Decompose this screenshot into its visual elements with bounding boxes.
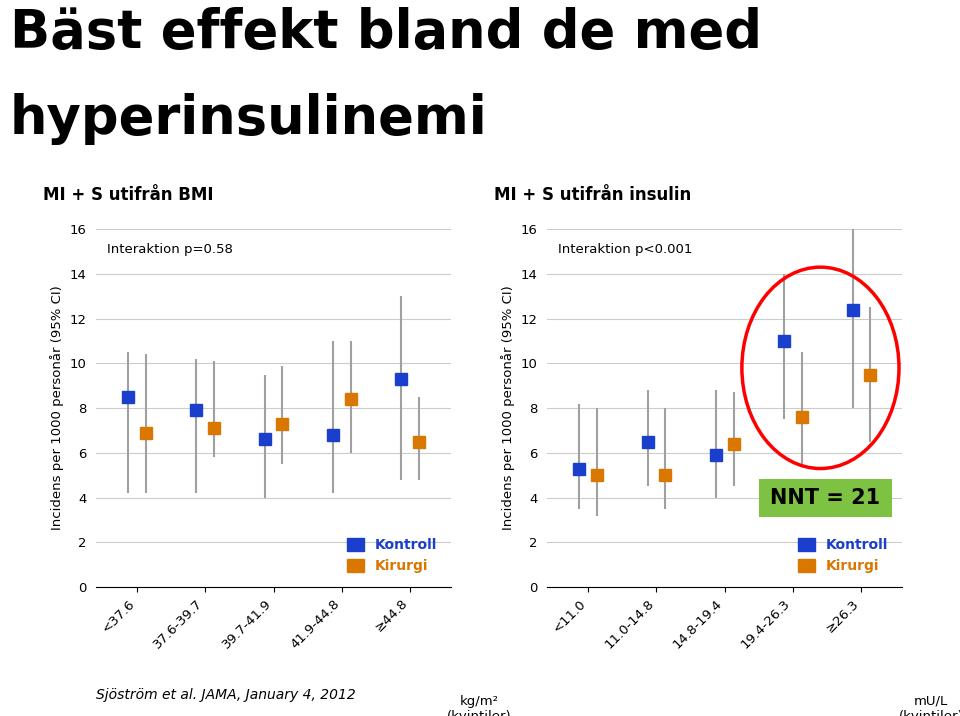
Text: mU/L
(kvintiler): mU/L (kvintiler) (899, 695, 960, 716)
Y-axis label: Incidens per 1000 personår (95% CI): Incidens per 1000 personår (95% CI) (50, 286, 63, 531)
Text: Sjöström et al. JAMA, January 4, 2012: Sjöström et al. JAMA, January 4, 2012 (96, 687, 356, 702)
Text: MI + S utifrån insulin: MI + S utifrån insulin (493, 186, 691, 204)
Text: kg/m²
(kvintiler): kg/m² (kvintiler) (447, 695, 512, 716)
Text: Interaktion p=0.58: Interaktion p=0.58 (107, 243, 232, 256)
Text: NNT = 21: NNT = 21 (771, 488, 880, 508)
Legend: Kontroll, Kirurgi: Kontroll, Kirurgi (791, 531, 896, 580)
Text: hyperinsulinemi: hyperinsulinemi (10, 93, 488, 145)
Text: Bäst effekt bland de med: Bäst effekt bland de med (10, 7, 761, 59)
Text: MI + S utifrån BMI: MI + S utifrån BMI (43, 186, 213, 204)
FancyBboxPatch shape (759, 478, 892, 517)
Text: Interaktion p<0.001: Interaktion p<0.001 (558, 243, 692, 256)
Y-axis label: Incidens per 1000 personår (95% CI): Incidens per 1000 personår (95% CI) (501, 286, 515, 531)
Legend: Kontroll, Kirurgi: Kontroll, Kirurgi (340, 531, 444, 580)
